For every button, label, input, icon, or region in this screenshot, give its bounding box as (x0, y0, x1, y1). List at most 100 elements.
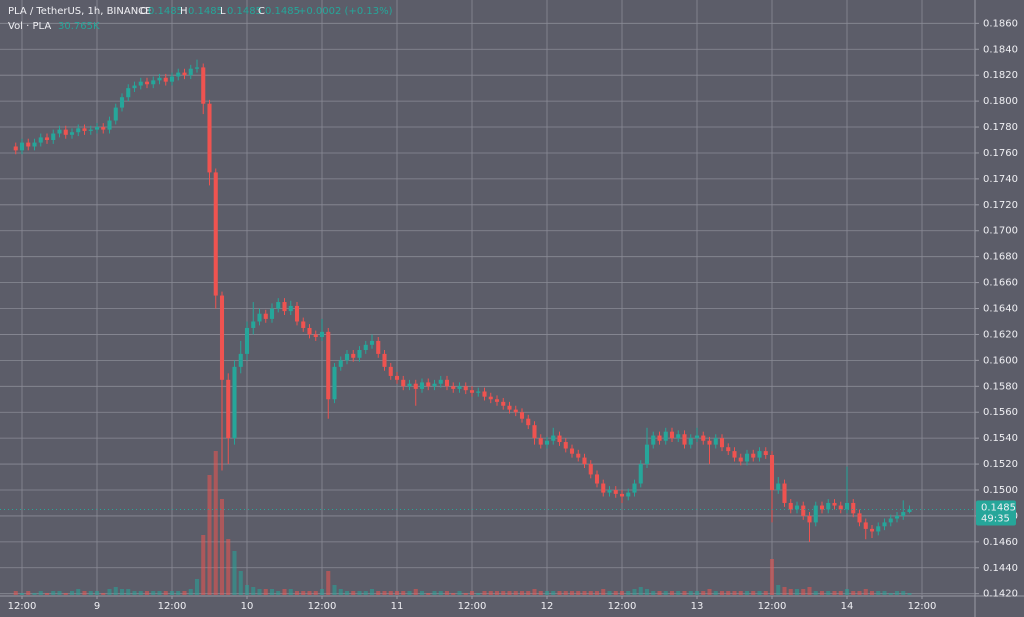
candle-body (32, 142, 37, 147)
y-tick-label: 0.1660 (983, 278, 1018, 289)
volume-bar (638, 587, 643, 595)
volume-bar (557, 591, 562, 595)
candle-body (676, 434, 681, 439)
change: +0.0002 (+0.13%) (298, 6, 393, 17)
volume-bar (769, 559, 775, 595)
candle-body (51, 133, 56, 140)
volume-bar (51, 591, 56, 595)
y-tick-label: 0.1680 (983, 252, 1018, 263)
volume-bar (157, 591, 162, 595)
ohlc-label: H (180, 6, 188, 17)
volume-bar (707, 589, 712, 595)
candle-body (19, 142, 25, 151)
volume-bar (19, 593, 25, 595)
y-tick-label: 0.1840 (983, 44, 1018, 55)
symbol-title: PLA / TetherUS, 1h, BINANCE (8, 6, 151, 17)
volume-bar (532, 589, 537, 595)
candle-body (713, 438, 718, 445)
x-tick-label: 12 (541, 601, 554, 612)
candle-body (607, 490, 612, 493)
candles (13, 59, 912, 542)
candle-body (738, 457, 743, 462)
candle-body (582, 457, 587, 465)
candle-body (869, 528, 875, 532)
volume-bar (426, 593, 431, 595)
volume-bar (257, 589, 262, 595)
candle-body (888, 518, 893, 523)
volume-bar (338, 589, 343, 595)
candle-body (682, 434, 687, 445)
candle-body (732, 451, 737, 458)
candle-body (182, 72, 187, 76)
x-tick-label: 12:00 (8, 601, 37, 612)
volume-bar (544, 591, 550, 595)
volume-bar (413, 589, 418, 595)
volume-bar (213, 451, 218, 595)
x-tick-label: 9 (94, 601, 100, 612)
candle-body (569, 448, 575, 454)
candle-body (769, 455, 775, 490)
volume-bar (826, 591, 831, 595)
volume-bar (894, 591, 900, 595)
candle-body (213, 172, 218, 296)
volume-bar (694, 591, 700, 595)
volume-bar (463, 593, 468, 595)
volume-bar (563, 591, 568, 595)
candle-body (301, 321, 306, 328)
volume-bar (801, 589, 806, 595)
candle-body (138, 81, 143, 86)
volume-bar (601, 589, 606, 595)
candle-body (26, 142, 31, 147)
candle-body (557, 435, 562, 443)
candle-body (394, 375, 400, 380)
x-tick-label: 12:00 (758, 601, 787, 612)
volume-bar (82, 591, 87, 595)
candle-body (763, 451, 768, 455)
volume-title: Vol · PLA (8, 21, 51, 32)
candle-body (594, 474, 600, 484)
x-tick-label: 11 (391, 601, 404, 612)
volume-bar (326, 571, 331, 595)
volume-bar (369, 589, 375, 595)
ohlc-value: 0.1485 (227, 6, 262, 17)
x-tick-label: 14 (841, 601, 854, 612)
volume-bar (244, 585, 250, 595)
volume-bar (551, 591, 556, 595)
candle-body (363, 344, 368, 350)
volume-bar (444, 591, 450, 595)
volume-bar (888, 593, 893, 595)
candle-body (513, 409, 518, 413)
candle-body (88, 129, 93, 131)
volume-bar (57, 591, 62, 595)
candle-body (663, 431, 668, 441)
y-tick-label: 0.1800 (983, 96, 1018, 107)
volume-bar (582, 591, 587, 595)
volume-bar (13, 591, 18, 595)
candle-body (482, 391, 487, 397)
candle-body (588, 464, 593, 475)
candle-body (63, 129, 68, 135)
candle-body (157, 77, 162, 81)
volume-bar (207, 475, 212, 595)
volume-bar (663, 591, 668, 595)
candle-body (469, 390, 475, 393)
candle-body (613, 490, 618, 494)
countdown-label: 49:35 (981, 513, 1010, 524)
volume-bar (732, 591, 737, 595)
candle-body (94, 127, 100, 130)
volume-bar (688, 591, 693, 595)
candle-body (194, 67, 200, 69)
candle-body (82, 128, 87, 131)
volume-bar (451, 593, 456, 595)
candle-body (488, 396, 493, 400)
candle-body (38, 137, 43, 143)
volume-bar (132, 591, 137, 595)
ohlc-label: L (220, 6, 226, 17)
candle-body (657, 435, 662, 441)
volume-bar (88, 591, 93, 595)
candle-body (57, 129, 62, 134)
candle-body (907, 509, 912, 513)
candle-body (163, 77, 168, 82)
legend: PLA / TetherUS, 1h, BINANCE O 0.1485 H 0… (8, 6, 393, 32)
ohlc-value: 0.1485 (265, 6, 300, 17)
